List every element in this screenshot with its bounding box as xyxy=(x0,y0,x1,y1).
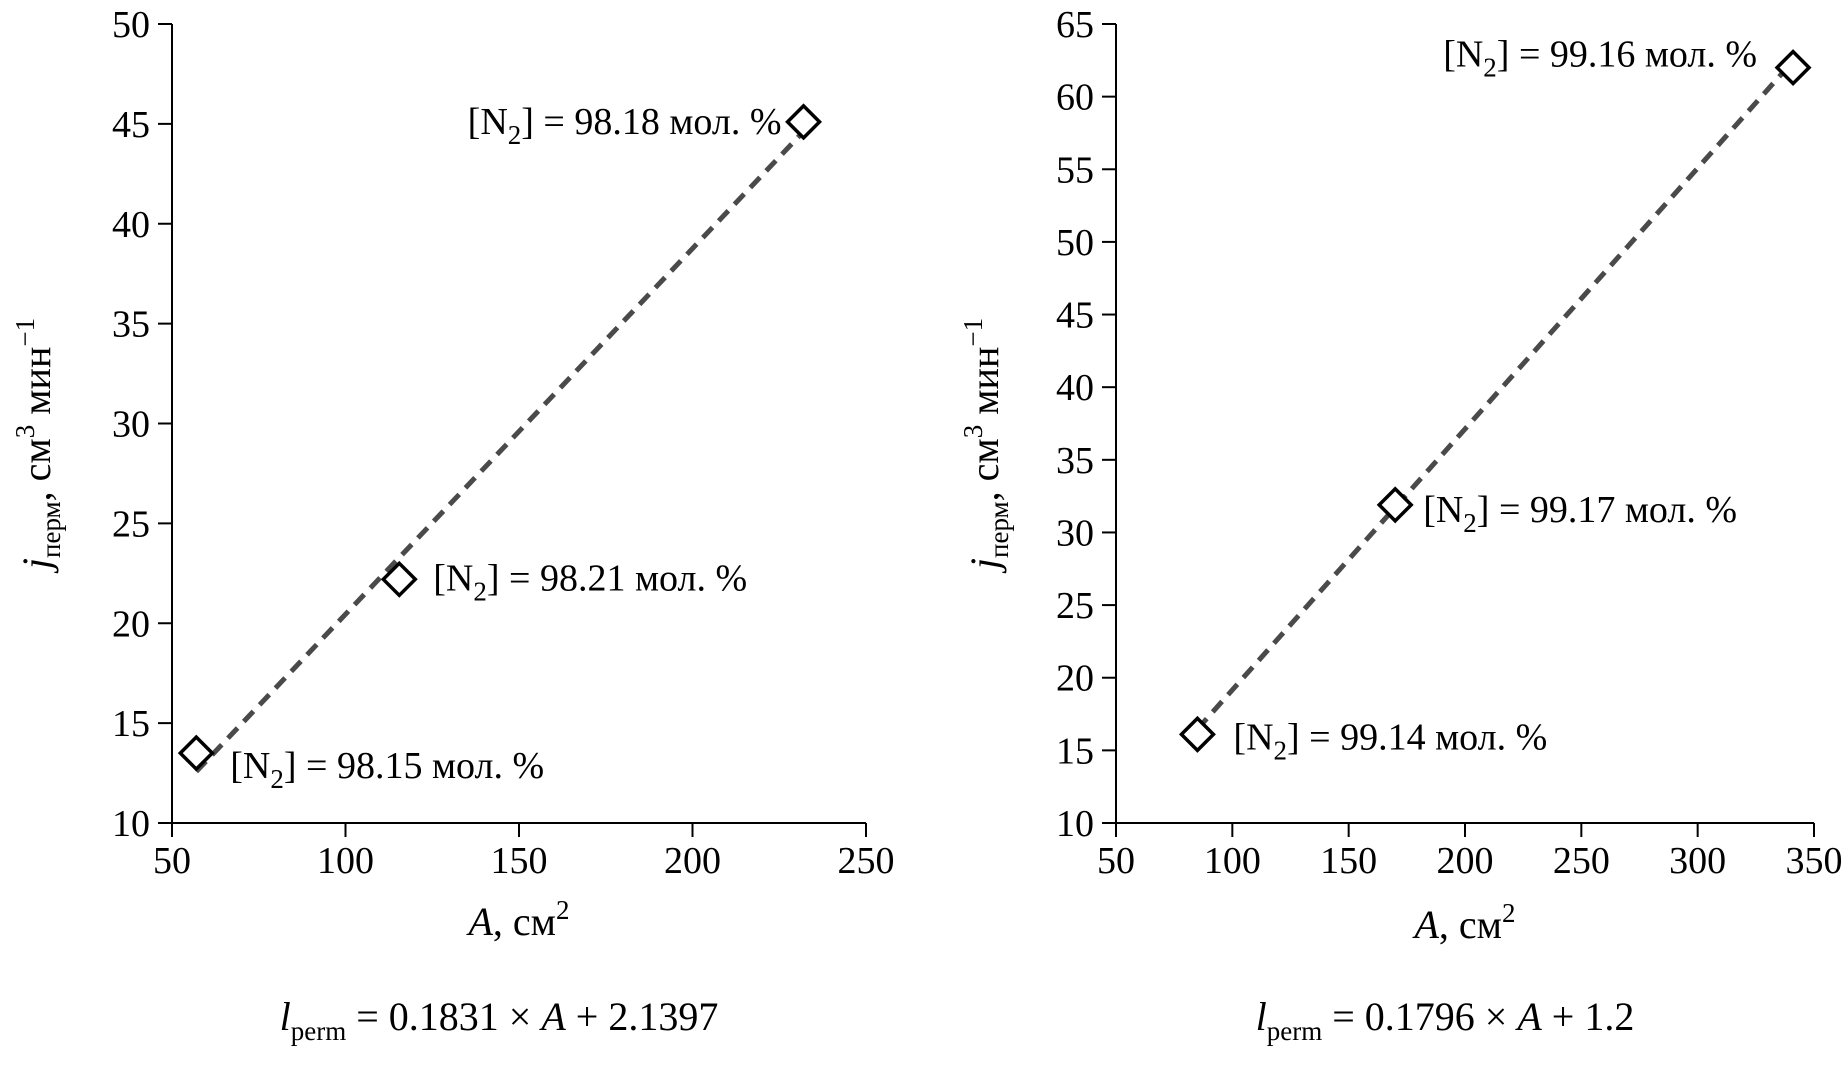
x-axis-label: A, см2 xyxy=(1411,898,1515,947)
x-tick-label: 250 xyxy=(838,840,895,882)
point-annotation: [N2] = 99.16 мол. % xyxy=(1443,34,1757,83)
x-tick-label: 150 xyxy=(1320,840,1377,882)
y-tick-label: 15 xyxy=(1056,730,1094,772)
fit-equation: lperm = 0.1796 × A + 1.2 xyxy=(1256,994,1635,1046)
point-annotation: [N2] = 98.21 мол. % xyxy=(433,557,747,606)
y-tick-label: 55 xyxy=(1056,149,1094,191)
y-tick-label: 40 xyxy=(112,204,150,246)
x-tick-label: 50 xyxy=(1097,840,1135,882)
x-tick-label: 250 xyxy=(1553,840,1610,882)
chart-panel-2: 10 15 20 25 30 35 40 45 50 55 60 65 50 100 150 200 250 30… xyxy=(958,4,1843,1046)
y-tick-label: 15 xyxy=(112,703,150,745)
data-point xyxy=(177,734,215,772)
y-tick-label: 20 xyxy=(1056,658,1094,700)
x-tick-label: 150 xyxy=(491,840,548,882)
y-tick-label: 60 xyxy=(1056,77,1094,119)
y-tick-label: 30 xyxy=(112,404,150,446)
data-point xyxy=(1178,715,1216,753)
y-axis-label: jперм, см3 мин−1 xyxy=(10,318,66,574)
x-tick-label: 100 xyxy=(1204,840,1261,882)
trend-line xyxy=(1195,59,1795,731)
x-axis-label: A, см2 xyxy=(465,895,569,944)
point-annotation: [N2] = 98.15 мол. % xyxy=(230,745,544,794)
x-tick-label: 350 xyxy=(1786,840,1843,882)
y-tick-label: 25 xyxy=(1056,585,1094,627)
y-tick-label: 65 xyxy=(1056,4,1094,46)
x-tick-label: 300 xyxy=(1669,840,1726,882)
trend-line xyxy=(194,129,806,774)
x-tick-label: 50 xyxy=(153,840,191,882)
x-tick-label: 200 xyxy=(1437,840,1494,882)
fit-equation: lperm = 0.1831 × A + 2.1397 xyxy=(280,994,719,1046)
y-tick-label: 30 xyxy=(1056,512,1094,554)
y-tick-label: 35 xyxy=(112,304,150,346)
y-tick-label: 10 xyxy=(112,803,150,845)
data-point xyxy=(380,560,418,598)
y-tick-label: 10 xyxy=(1056,803,1094,845)
chart-panel-1: 10 15 20 25 30 35 40 45 50 50 100 150 200 250 [N2] = 9… xyxy=(10,4,895,1046)
point-annotation: [N2] = 98.18 мол. % xyxy=(468,101,782,150)
x-tick-label: 200 xyxy=(664,840,721,882)
point-annotation: [N2] = 99.14 мол. % xyxy=(1233,716,1547,765)
point-annotation: [N2] = 99.17 мол. % xyxy=(1423,489,1737,538)
data-point xyxy=(785,103,823,141)
y-tick-label: 45 xyxy=(1056,295,1094,337)
y-tick-label: 45 xyxy=(112,104,150,146)
data-point xyxy=(1774,49,1812,87)
y-tick-label: 50 xyxy=(112,4,150,46)
y-tick-label: 35 xyxy=(1056,440,1094,482)
y-tick-label: 25 xyxy=(112,503,150,545)
data-point xyxy=(1376,486,1414,524)
y-tick-label: 40 xyxy=(1056,367,1094,409)
y-tick-label: 20 xyxy=(112,603,150,645)
y-tick-label: 50 xyxy=(1056,222,1094,264)
y-axis-label: jперм, см3 мин−1 xyxy=(958,318,1014,574)
x-tick-label: 100 xyxy=(317,840,374,882)
